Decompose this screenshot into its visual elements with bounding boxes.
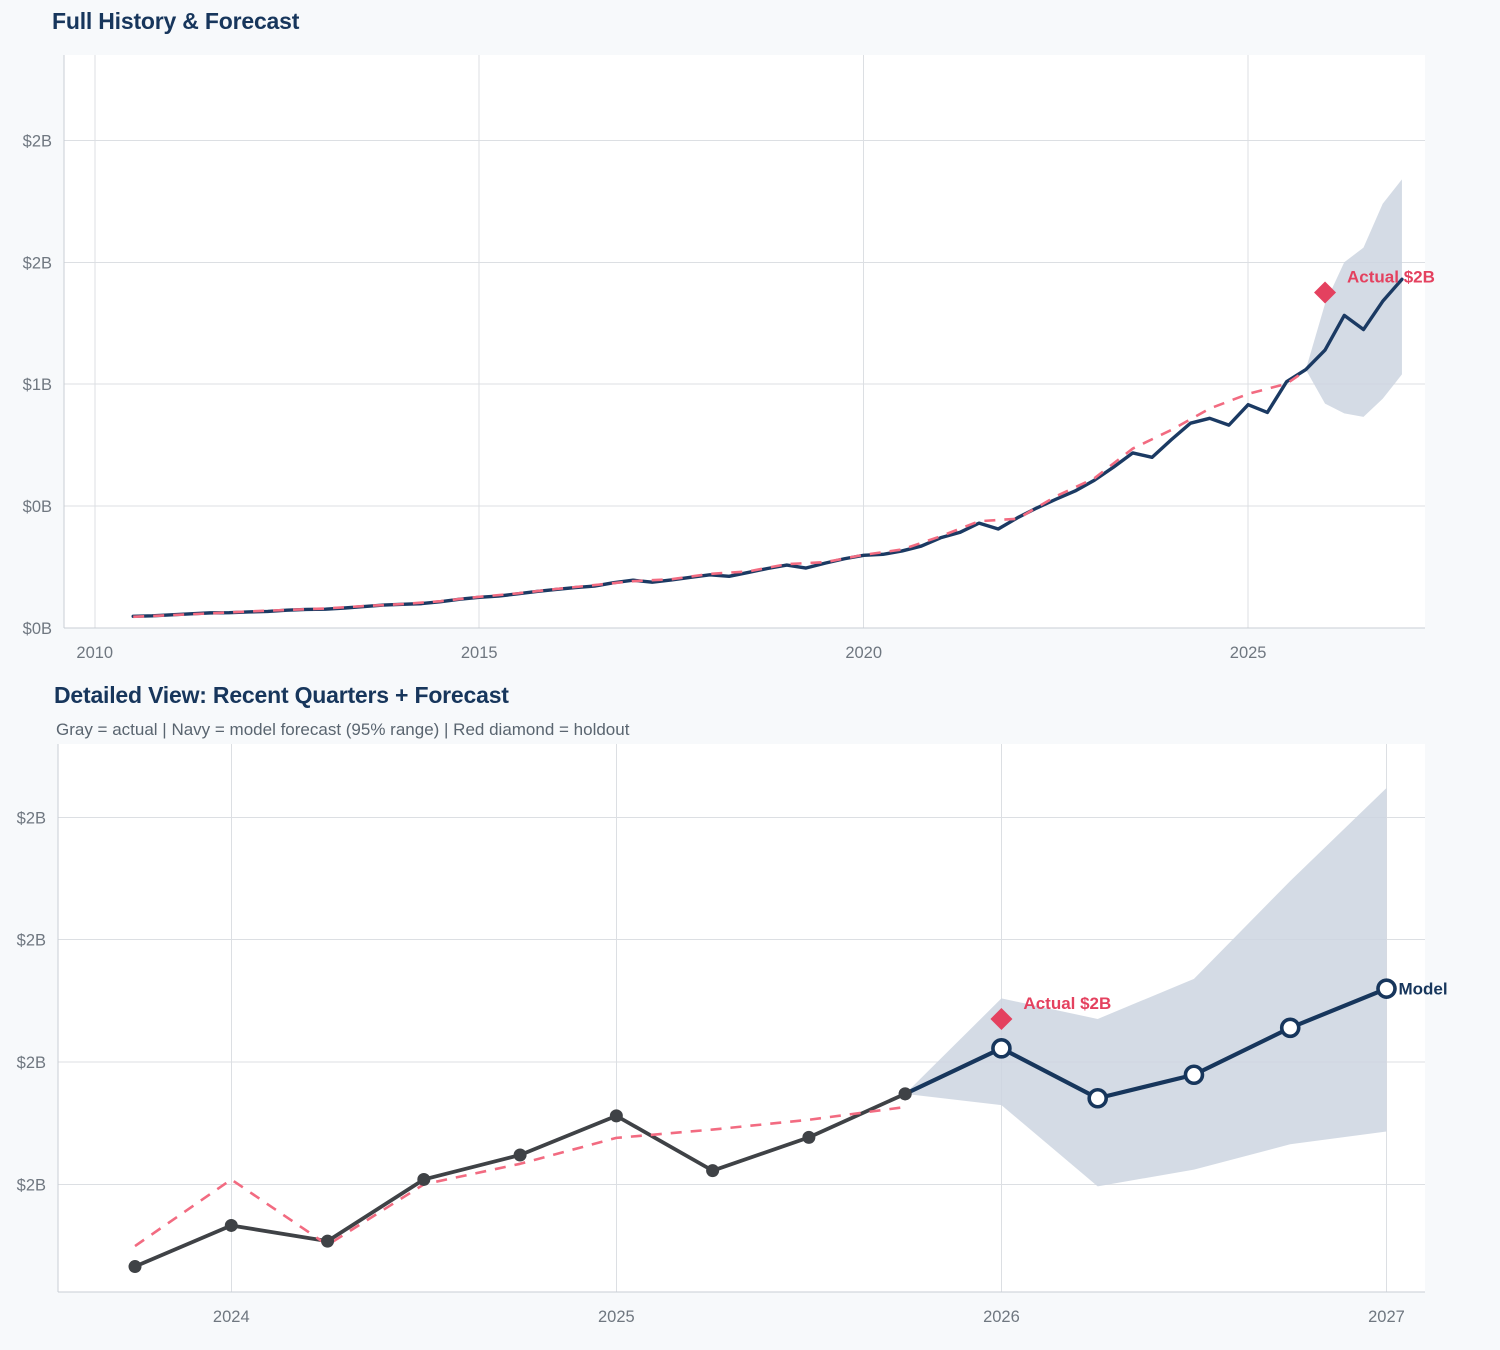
- axis-tick-labels: $0B $0B $1B $2B $2B 2010 2015 2020 2025: [23, 132, 1267, 662]
- x-axis-tick-label: 2024: [213, 1308, 250, 1326]
- series-line-model-fit: [133, 369, 1307, 619]
- forecast-data-point[interactable]: [1087, 1087, 1108, 1109]
- x-axis-tick-label: 2010: [76, 644, 113, 662]
- chart-legend-subtitle: Gray = actual | Navy = model forecast (9…: [56, 720, 630, 739]
- holdout-annotation-label: Actual $2B: [1347, 267, 1435, 286]
- y-axis-tick-label: $0B: [23, 498, 52, 516]
- y-axis-tick-label: $0B: [23, 620, 52, 638]
- actual-data-point[interactable]: [128, 1260, 142, 1274]
- panel-detailed-view: Detailed View: Recent Quarters + Forecas…: [0, 672, 1500, 1350]
- y-axis-tick-label: $2B: [17, 932, 46, 950]
- model-series-label: Model: [1398, 980, 1447, 999]
- actual-data-point[interactable]: [224, 1218, 238, 1232]
- actual-data-point[interactable]: [802, 1130, 816, 1144]
- actual-data-point[interactable]: [706, 1164, 720, 1178]
- series-line-actual-history: [131, 277, 1404, 618]
- y-axis-tick-label: $2B: [23, 132, 52, 150]
- x-axis-tick-label: 2025: [598, 1308, 635, 1326]
- forecast-anchor-point[interactable]: [898, 1087, 912, 1101]
- actual-data-point[interactable]: [417, 1172, 431, 1186]
- y-axis-tick-label: $2B: [17, 1176, 46, 1194]
- plot-area-background: [64, 55, 1425, 628]
- x-axis-tick-label: 2026: [983, 1308, 1020, 1326]
- actual-data-point[interactable]: [609, 1109, 623, 1123]
- x-axis-tick-label: 2020: [845, 644, 882, 662]
- actual-data-point[interactable]: [513, 1148, 527, 1162]
- series-line-forecast: [903, 986, 1389, 1101]
- y-axis-tick-label: $2B: [17, 1054, 46, 1072]
- panel-full-history: Full History & Forecast Actual $2B $0B $0B…: [0, 0, 1500, 672]
- holdout-diamond-marker[interactable]: [1314, 281, 1337, 304]
- x-axis-tick-label: 2027: [1368, 1308, 1405, 1326]
- page-title-detailed-view: Detailed View: Recent Quarters + Forecas…: [54, 682, 509, 708]
- chart-full-history: Actual $2B $0B $0B $1B $2B $2B 2010 2015 2020 202…: [0, 0, 1500, 672]
- x-axis-tick-label: 2025: [1230, 644, 1267, 662]
- x-axis-tick-label: 2015: [461, 644, 498, 662]
- y-axis-tick-label: $2B: [17, 809, 46, 827]
- forecast-confidence-band: [1305, 179, 1402, 417]
- holdout-diamond-marker[interactable]: [990, 1007, 1013, 1030]
- full-history-svg: Actual $2B $0B $0B $1B $2B $2B 2010 2015 2020 202…: [23, 55, 1435, 662]
- gridlines: [58, 744, 1425, 1292]
- forecast-confidence-band: [905, 788, 1387, 1187]
- page-title-full-history: Full History & Forecast: [52, 8, 300, 34]
- axis-tick-labels: $2B $2B $2B $2B 2024 2025 2026 2027: [17, 809, 1405, 1326]
- detailed-view-svg: Actual $2B Model $2B $2B $2B $2B 2024 2025 2026 2…: [17, 744, 1448, 1326]
- forecast-data-point[interactable]: [1183, 1064, 1205, 1086]
- forecast-data-point[interactable]: [991, 1038, 1012, 1059]
- forecast-data-point[interactable]: [1279, 1017, 1301, 1039]
- y-axis-tick-label: $1B: [23, 376, 52, 394]
- y-axis-tick-label: $2B: [23, 254, 52, 272]
- series-line-model-fit: [134, 1105, 906, 1248]
- actual-data-point[interactable]: [321, 1234, 335, 1248]
- forecast-data-point[interactable]: [1376, 978, 1397, 999]
- holdout-annotation-label: Actual $2B: [1023, 994, 1111, 1013]
- chart-detailed-view: Actual $2B Model $2B $2B $2B $2B 2024 2025 2026 2…: [0, 734, 1500, 1350]
